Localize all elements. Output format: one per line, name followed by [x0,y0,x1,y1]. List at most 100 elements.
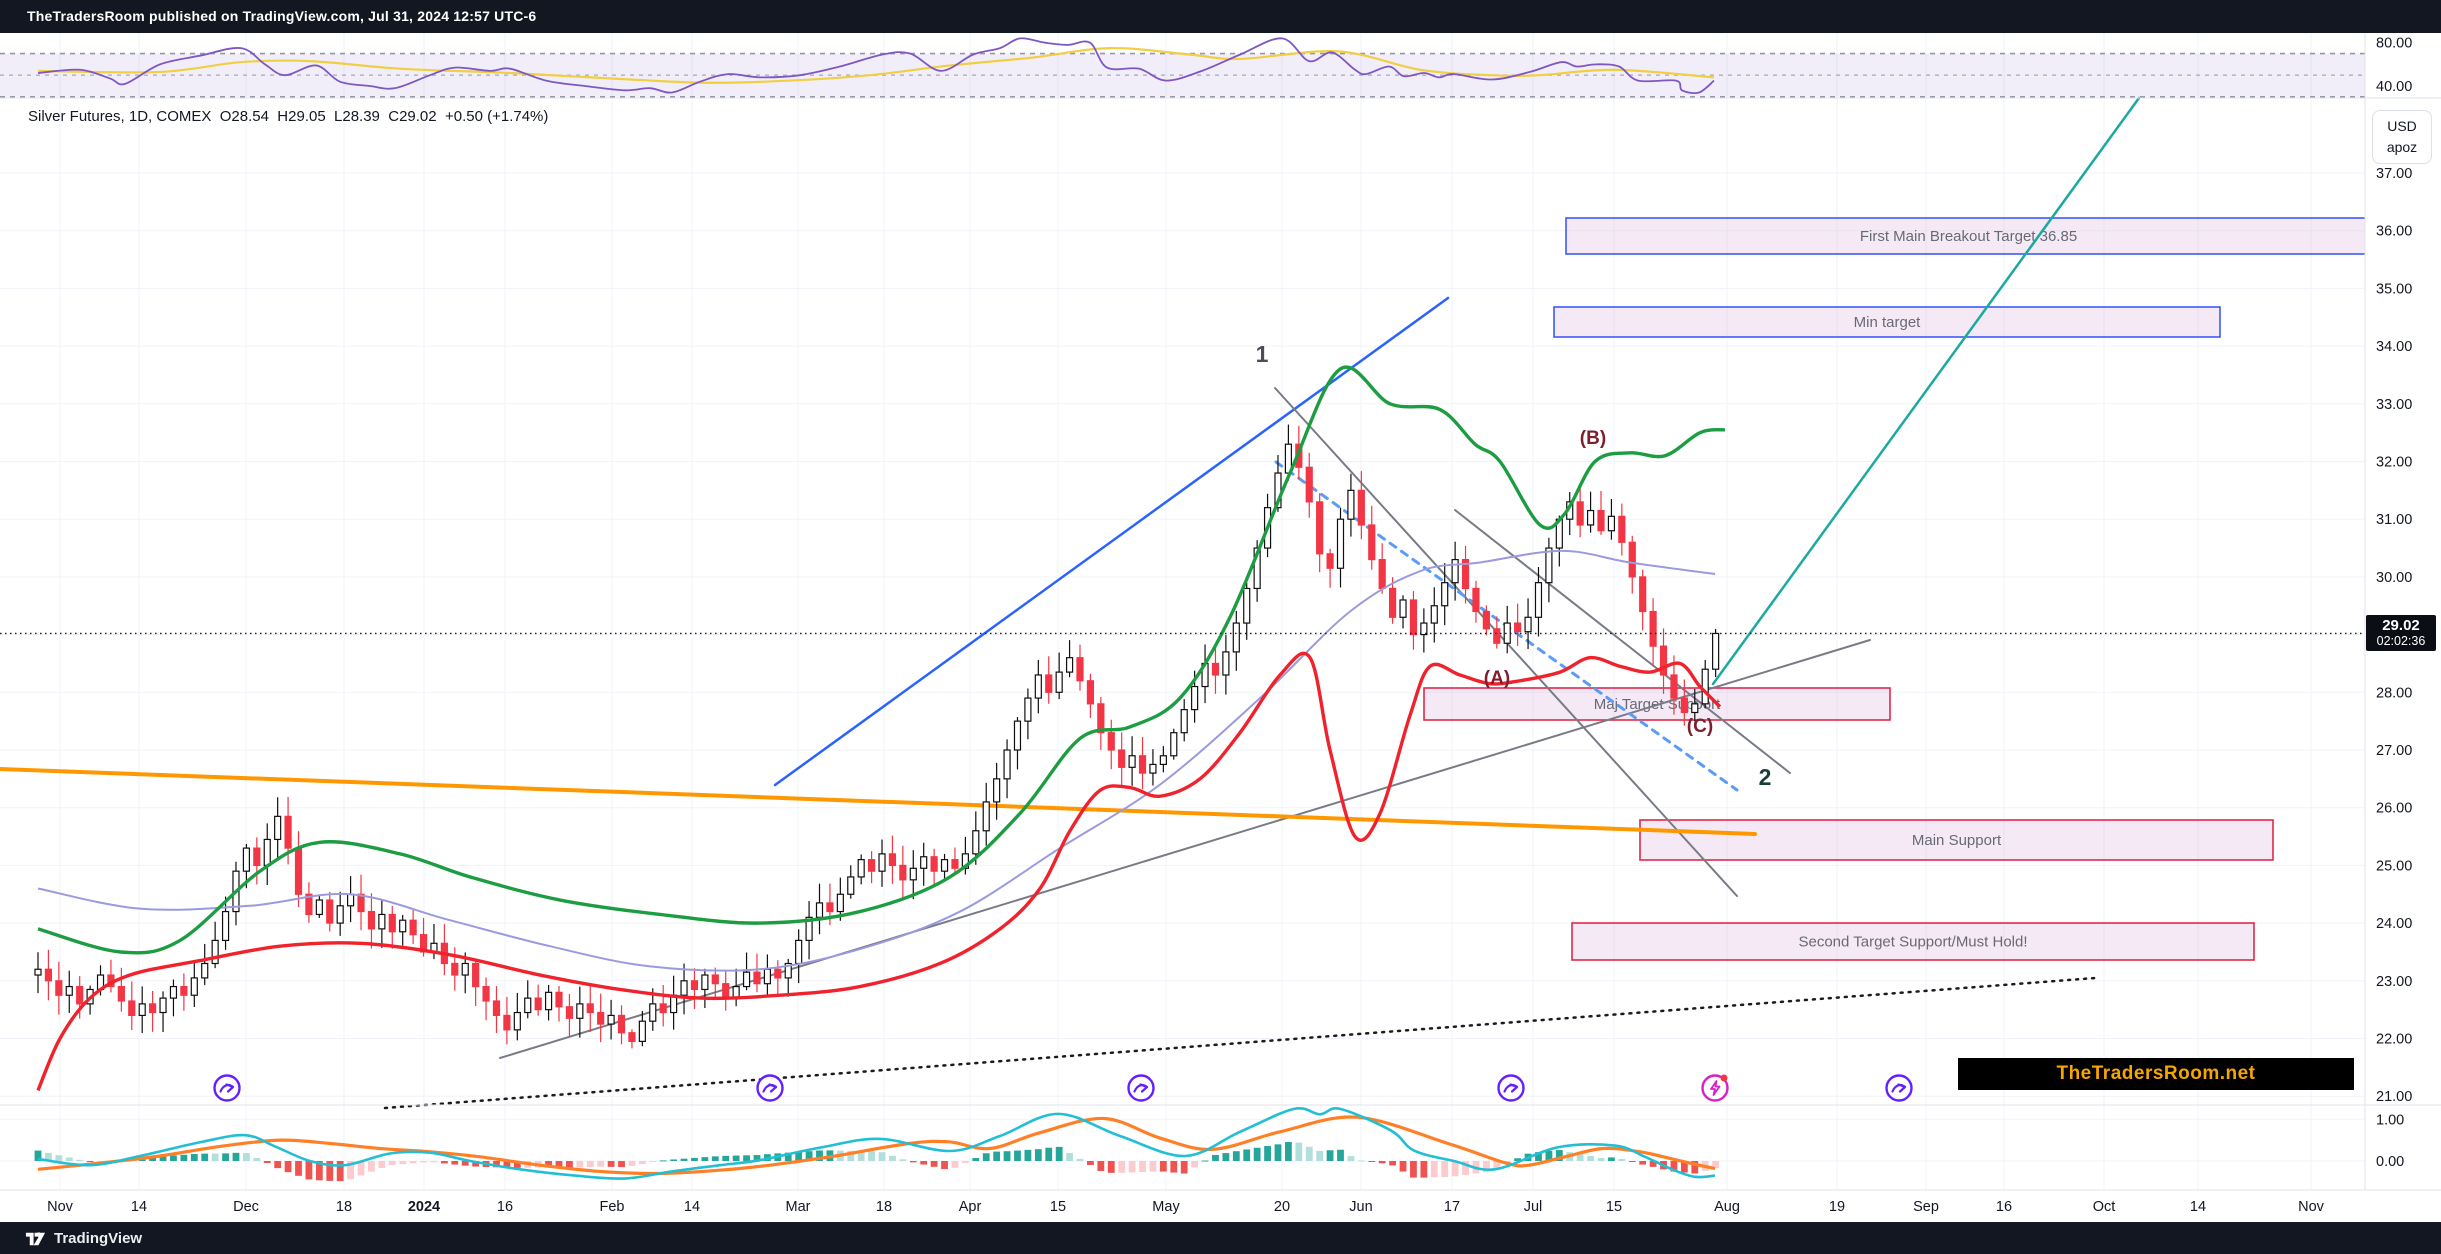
candle-body [1336,518,1345,569]
macd-histogram-bar [430,1161,438,1163]
macd-histogram-bar [222,1153,229,1161]
candle-body [367,910,376,930]
macd-histogram-bar [1368,1161,1376,1162]
macd-histogram-bar [45,1152,52,1161]
macd-histogram-bar [1024,1149,1032,1161]
price-scale-label: 33.00 [2376,397,2412,413]
candle-body [888,853,897,866]
macd-histogram-bar [618,1161,625,1168]
symbol-legend[interactable]: Silver Futures, 1D, COMEX O28.54 H29.05 … [28,108,548,125]
published-idea-icon[interactable] [1497,1074,1525,1102]
macd-histogram-bar [1201,1160,1209,1162]
candle-body [534,997,542,1011]
rsi-scale-label: 40.00 [2376,79,2412,95]
macd-histogram-bar [1410,1161,1417,1178]
candle-body [1441,582,1449,607]
macd-histogram-bar [1441,1161,1449,1178]
legend-high: H29.05 [277,108,326,125]
gray-channel-line-2[interactable] [1454,509,1791,774]
time-axis-tick-label: Apr [959,1199,982,1215]
macd-histogram-bar [472,1161,480,1167]
candle-body [617,1014,626,1034]
symbol-title[interactable]: Silver Futures, 1D, COMEX [28,108,212,125]
tradingview-brand-text[interactable]: TradingView [54,1229,143,1247]
published-idea-icon[interactable] [1885,1074,1913,1102]
wave-label[interactable]: (C) [1687,716,1713,737]
macd-histogram-bar [1066,1152,1073,1161]
candle-body [1482,610,1490,630]
candle-body [951,859,959,869]
wave-label[interactable]: 2 [1759,764,1772,790]
candle-body [274,815,282,841]
macd-histogram-bar [576,1161,584,1168]
candle-body [1388,587,1397,618]
price-scale-label: 28.00 [2376,685,2412,701]
ascending-blue-trendline[interactable] [773,296,1450,787]
candle-body [1691,703,1699,714]
publisher-watermark-text: TheTradersRoom.net [2056,1063,2256,1084]
candle-body [1472,587,1480,613]
candle-body [940,859,949,872]
candle-body [1618,515,1626,543]
time-axis-tick-label: May [1152,1199,1180,1215]
candle-body [461,962,469,976]
macd-histogram-bar [889,1155,896,1161]
macd-histogram-bar [1191,1161,1199,1168]
macd-histogram-bar [1514,1158,1522,1161]
macd-histogram-bar [878,1152,886,1161]
macd-histogram-bar [711,1156,719,1161]
published-idea-icon[interactable] [756,1074,784,1102]
macd-histogram-bar [1170,1161,1178,1173]
annotation-box[interactable]: Main Support [1639,819,2274,861]
orange-support-trendline[interactable] [0,767,1757,836]
macd-histogram-bar [1149,1161,1157,1172]
time-axis-tick-label: 14 [2190,1199,2206,1215]
macd-histogram-bar [440,1161,448,1164]
candle-body [1305,466,1313,503]
dotted-rising-trendline[interactable] [383,976,2097,1110]
candle-body [1170,732,1178,757]
time-axis-area[interactable] [0,1190,2441,1222]
candle-body [472,962,480,988]
candle-body [1180,709,1188,734]
legend-low: L28.39 [334,108,380,125]
macd-histogram-bar [190,1154,198,1161]
macd-histogram-bar [1430,1161,1438,1178]
macd-histogram-bar [784,1152,792,1161]
annotation-box[interactable]: Second Target Support/Must Hold! [1571,922,2255,961]
macd-histogram-bar [357,1161,365,1176]
macd-histogram-bar [55,1155,63,1161]
macd-histogram-bar [1003,1151,1011,1161]
annotation-box[interactable]: First Main Breakout Target 36.85 [1565,217,2372,255]
macd-histogram-bar [1399,1161,1407,1172]
wave-label[interactable]: (A) [1484,668,1510,689]
macd-histogram-bar [1222,1153,1230,1161]
time-axis-tick-label: 15 [1050,1199,1066,1215]
price-scale-label: 27.00 [2376,743,2412,759]
flash-event-icon[interactable] [1701,1074,1729,1102]
published-idea-icon[interactable] [1127,1074,1155,1102]
candle-body [1712,632,1720,670]
candle-body [1243,587,1251,624]
last-price-badge[interactable]: 29.02 02:02:36 [2366,615,2436,651]
legend-change: +0.50 (+1.74%) [444,108,549,125]
candle-body [524,997,532,1014]
macd-line [37,1106,1716,1180]
published-idea-icon[interactable] [213,1074,241,1102]
candle-body [597,1011,605,1025]
macd-histogram-bar [1535,1152,1542,1161]
candle-body [909,867,917,881]
candle-body [409,919,417,936]
candle-body [1576,501,1584,526]
wave-label[interactable]: (B) [1580,428,1606,449]
candle-body [1649,610,1657,647]
tradingview-logo-icon[interactable] [24,1227,47,1250]
annotation-box[interactable]: Min target [1553,306,2221,338]
macd-histogram-bar [1712,1161,1720,1169]
macd-histogram-bar [1618,1158,1626,1161]
teal-breakout-projection[interactable] [1711,96,2141,686]
macd-histogram-bar [753,1155,761,1161]
wave-label[interactable]: 1 [1256,341,1269,367]
annotation-box-label: Main Support [1912,832,2002,849]
